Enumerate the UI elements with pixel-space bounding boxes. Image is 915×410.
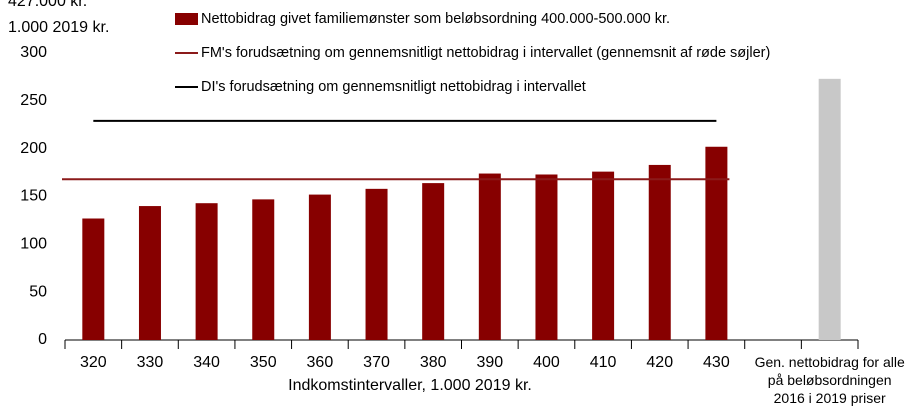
- bar: [648, 164, 671, 340]
- x-tick-label: 320: [80, 354, 107, 371]
- bar: [365, 188, 388, 340]
- bar: [138, 206, 161, 340]
- y-tick-label: 200: [20, 140, 47, 157]
- x-tick-label: 380: [420, 354, 447, 371]
- x-tick-label: 340: [193, 354, 220, 371]
- x-tick-label: 360: [307, 354, 334, 371]
- bar: [308, 194, 331, 340]
- x-tick-label: Gen. nettobidrag for alle på beløbsordni…: [754, 354, 905, 406]
- y-tick-label: 300: [20, 44, 47, 61]
- x-tick-label: 330: [137, 354, 164, 371]
- legend-label: FM's forudsætning om gennemsnitligt nett…: [201, 45, 770, 61]
- x-tick-label: 430: [703, 354, 730, 371]
- x-tick-label: 420: [646, 354, 673, 371]
- y-tick-label: 150: [20, 188, 47, 205]
- bar: [535, 174, 558, 340]
- y-tick-label: 100: [20, 236, 47, 253]
- bar: [818, 78, 841, 340]
- x-tick-label: 370: [363, 354, 390, 371]
- y-tick-label: 50: [29, 283, 47, 300]
- x-tick-label: 410: [590, 354, 617, 371]
- bar: [195, 203, 218, 340]
- bar: [478, 173, 501, 340]
- legend-swatch: [175, 13, 198, 25]
- bar: [252, 199, 275, 340]
- bar: [705, 146, 728, 340]
- bar: [82, 218, 105, 340]
- cut-label: 427.000 kr.: [8, 0, 87, 10]
- y-tick-label: 0: [38, 331, 47, 348]
- y-axis-label: 1.000 2019 kr.: [8, 19, 109, 36]
- legend-label: DI's forudsætning om gennemsnitligt nett…: [201, 79, 586, 95]
- x-tick-label: 400: [533, 354, 560, 371]
- bar: [592, 171, 615, 340]
- legend-label: Nettobidrag givet familiemønster som bel…: [201, 11, 670, 27]
- y-tick-label: 250: [20, 92, 47, 109]
- x-tick-label: 350: [250, 354, 277, 371]
- bar: [422, 183, 445, 340]
- x-tick-label: 390: [476, 354, 503, 371]
- x-axis-label: Indkomstintervaller, 1.000 2019 kr.: [288, 377, 532, 394]
